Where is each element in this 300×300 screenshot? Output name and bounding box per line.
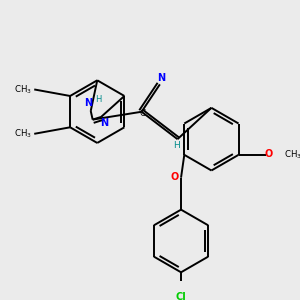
- Text: O: O: [170, 172, 178, 182]
- Text: CH$_3$: CH$_3$: [14, 128, 32, 140]
- Text: H: H: [95, 95, 102, 104]
- Text: CH$_3$: CH$_3$: [14, 83, 32, 96]
- Text: CH$_3$: CH$_3$: [284, 148, 300, 161]
- Text: Cl: Cl: [176, 292, 186, 300]
- Text: N: N: [157, 74, 165, 83]
- Text: N: N: [84, 98, 92, 108]
- Text: C: C: [140, 109, 146, 118]
- Text: N: N: [100, 118, 108, 128]
- Text: H: H: [173, 141, 180, 150]
- Text: O: O: [265, 149, 273, 159]
